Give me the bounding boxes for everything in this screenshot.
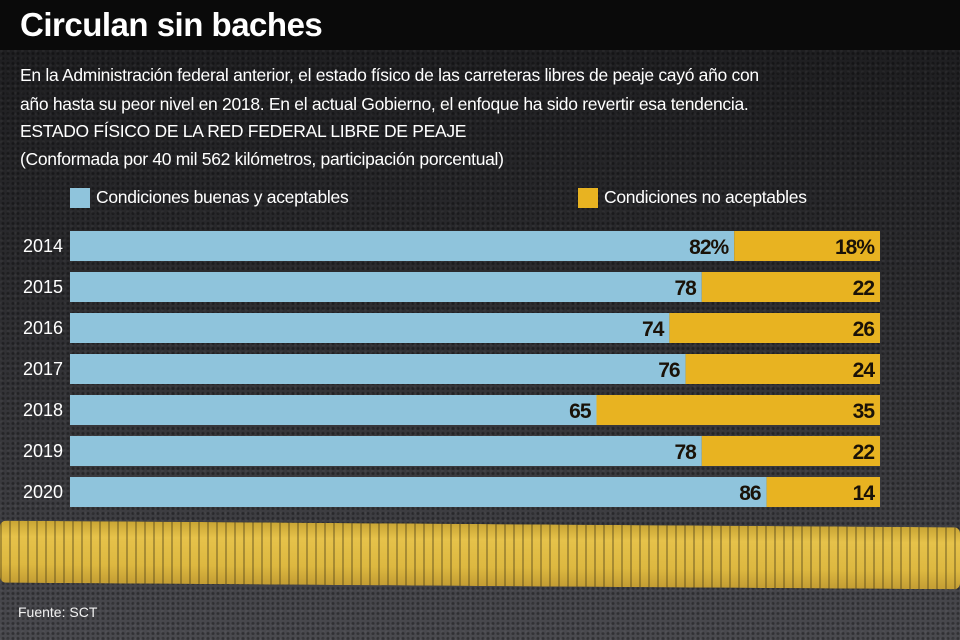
bar-bad: [701, 436, 880, 466]
bar-good: [70, 231, 735, 261]
bar-row-2017: 2017 76 24: [23, 354, 880, 384]
bar-bad: [669, 313, 880, 343]
year-label: 2015: [23, 277, 63, 297]
value-label-bad: 24: [853, 359, 876, 382]
bar-bad: [701, 272, 880, 302]
chart-subtitle: (Conformada por 40 mil 562 kilómetros, p…: [20, 149, 504, 169]
value-label-bad: 22: [853, 277, 875, 300]
bar-good: [70, 395, 597, 425]
bar-row-2014: 2014 82% 18%: [23, 231, 880, 261]
page-title: Circulan sin baches: [20, 6, 323, 43]
bar-good: [70, 272, 702, 302]
value-label-bad: 26: [853, 318, 875, 341]
year-label: 2019: [23, 441, 63, 461]
intro-line-1: En la Administración federal anterior, e…: [20, 65, 759, 85]
legend-label-bad: Condiciones no aceptables: [604, 187, 807, 207]
value-label-bad: 22: [853, 441, 875, 464]
bar-row-2019: 2019 78 22: [23, 436, 880, 466]
road-stripe-decoration: [0, 520, 960, 590]
value-label-bad: 35: [853, 400, 876, 423]
year-label: 2016: [23, 318, 63, 338]
legend-item-good: Condiciones buenas y aceptables: [70, 187, 349, 208]
intro-text: En la Administración federal anterior, e…: [20, 61, 950, 119]
value-label-good: 74: [642, 318, 665, 341]
legend-label-good: Condiciones buenas y aceptables: [96, 187, 349, 207]
bar-good: [70, 354, 686, 384]
bar-bad: [685, 354, 880, 384]
year-label: 2020: [23, 482, 63, 502]
year-label: 2018: [23, 400, 63, 420]
source-note: Fuente: SCT: [18, 604, 98, 620]
bar-good: [70, 313, 670, 343]
value-label-good: 76: [658, 359, 680, 382]
bar-bad: [734, 231, 880, 261]
year-label: 2017: [23, 359, 63, 379]
bar-good: [70, 477, 767, 507]
year-label: 2014: [23, 236, 63, 256]
title-bar: Circulan sin baches: [0, 0, 960, 50]
value-label-good: 65: [569, 400, 592, 423]
value-label-good: 82%: [689, 236, 729, 259]
bar-row-2015: 2015 78 22: [23, 272, 880, 302]
value-label-bad: 14: [853, 482, 876, 505]
value-label-good: 78: [674, 277, 697, 300]
bar-bad: [596, 395, 880, 425]
bar-bad: [766, 477, 880, 507]
legend-item-bad: Condiciones no aceptables: [578, 187, 807, 208]
value-label-good: 86: [739, 482, 761, 505]
bar-row-2018: 2018 65 35: [23, 395, 880, 425]
intro-line-2: año hasta su peor nivel en 2018. En el a…: [20, 94, 749, 114]
bar-row-2016: 2016 74 26: [23, 313, 880, 343]
legend-swatch-good: [70, 187, 90, 208]
legend-swatch-bad: [578, 187, 598, 208]
stacked-bar-chart: 2014 82% 18% 2015 78 22 2016 74 26 2017 76 24 2018 65…: [23, 231, 880, 507]
value-label-good: 78: [674, 441, 697, 464]
value-label-bad: 18%: [835, 236, 875, 259]
bar-good: [70, 436, 702, 466]
bar-row-2020: 2020 86 14: [23, 477, 880, 507]
chart-title: ESTADO FÍSICO DE LA RED FEDERAL LIBRE DE…: [20, 121, 467, 141]
